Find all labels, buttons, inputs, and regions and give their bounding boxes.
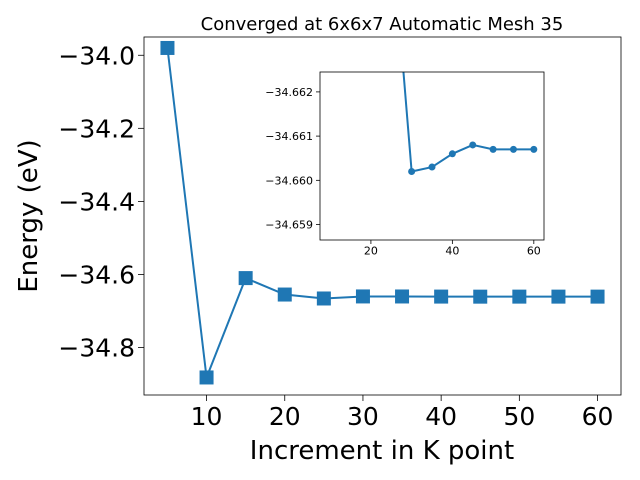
data-point [355, 289, 370, 304]
data-point [395, 289, 410, 304]
y-tick-label: −34.662 [265, 86, 313, 99]
data-point [160, 40, 175, 55]
x-tick-label: 10 [191, 402, 223, 431]
y-tick-label: −34.661 [265, 130, 313, 143]
y-axis-label: Energy (eV) [14, 139, 44, 292]
data-point [489, 145, 497, 153]
x-tick-label: 30 [347, 402, 379, 431]
data-point [509, 145, 517, 153]
data-point [551, 289, 566, 304]
y-tick-label: −34.0 [58, 41, 135, 70]
plot-frame [143, 36, 622, 396]
data-point [277, 287, 292, 302]
x-tick-label: 40 [445, 244, 459, 257]
inset-plot: 20 40 60 −34.662 −34.661 −34.660 −34.659 [265, 71, 545, 257]
y-tick-label: −34.659 [265, 218, 313, 231]
data-point [530, 145, 538, 153]
plot-frame [319, 71, 545, 241]
data-point [199, 370, 214, 385]
y-tick-label: −34.6 [58, 260, 135, 289]
data-point [512, 289, 527, 304]
data-point [448, 150, 456, 158]
y-tick-label: −34.8 [58, 334, 135, 363]
series-group [402, 72, 538, 175]
data-point [316, 291, 331, 306]
data-point [408, 167, 416, 175]
x-tick-label: 40 [425, 402, 457, 431]
x-tick-label: 20 [269, 402, 301, 431]
y-tick-label: −34.660 [265, 174, 313, 187]
y-tick-label: −34.4 [58, 187, 135, 216]
x-tick-label: 20 [364, 244, 378, 257]
data-point [473, 289, 488, 304]
x-tick-label: 50 [503, 402, 535, 431]
x-tick-label: 60 [582, 402, 614, 431]
x-axis-label: Increment in K point [250, 436, 514, 466]
data-point [434, 289, 449, 304]
main-plot: 10 20 30 40 50 60 −34.0 −34.2 −34.4 −34.6 −34.8 [58, 36, 622, 431]
inset-background [320, 72, 544, 240]
data-point [428, 163, 436, 171]
data-point [238, 271, 253, 286]
chart-title: Converged at 6x6x7 Automatic Mesh 35 [201, 14, 564, 35]
series-group [160, 40, 605, 385]
data-point [469, 141, 477, 149]
y-tick-label: −34.2 [58, 114, 135, 143]
data-point [590, 289, 605, 304]
x-tick-label: 60 [527, 244, 541, 257]
